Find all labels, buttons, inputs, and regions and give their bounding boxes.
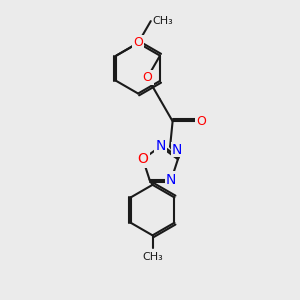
Text: N: N [155,140,166,153]
Text: N: N [166,173,176,187]
Text: O: O [142,71,152,84]
Text: O: O [137,152,148,166]
Text: CH₃: CH₃ [152,16,173,26]
Text: O: O [133,37,143,50]
Text: CH₃: CH₃ [142,251,163,262]
Text: H: H [154,145,163,154]
Text: O: O [196,115,206,128]
Text: N: N [172,142,182,157]
